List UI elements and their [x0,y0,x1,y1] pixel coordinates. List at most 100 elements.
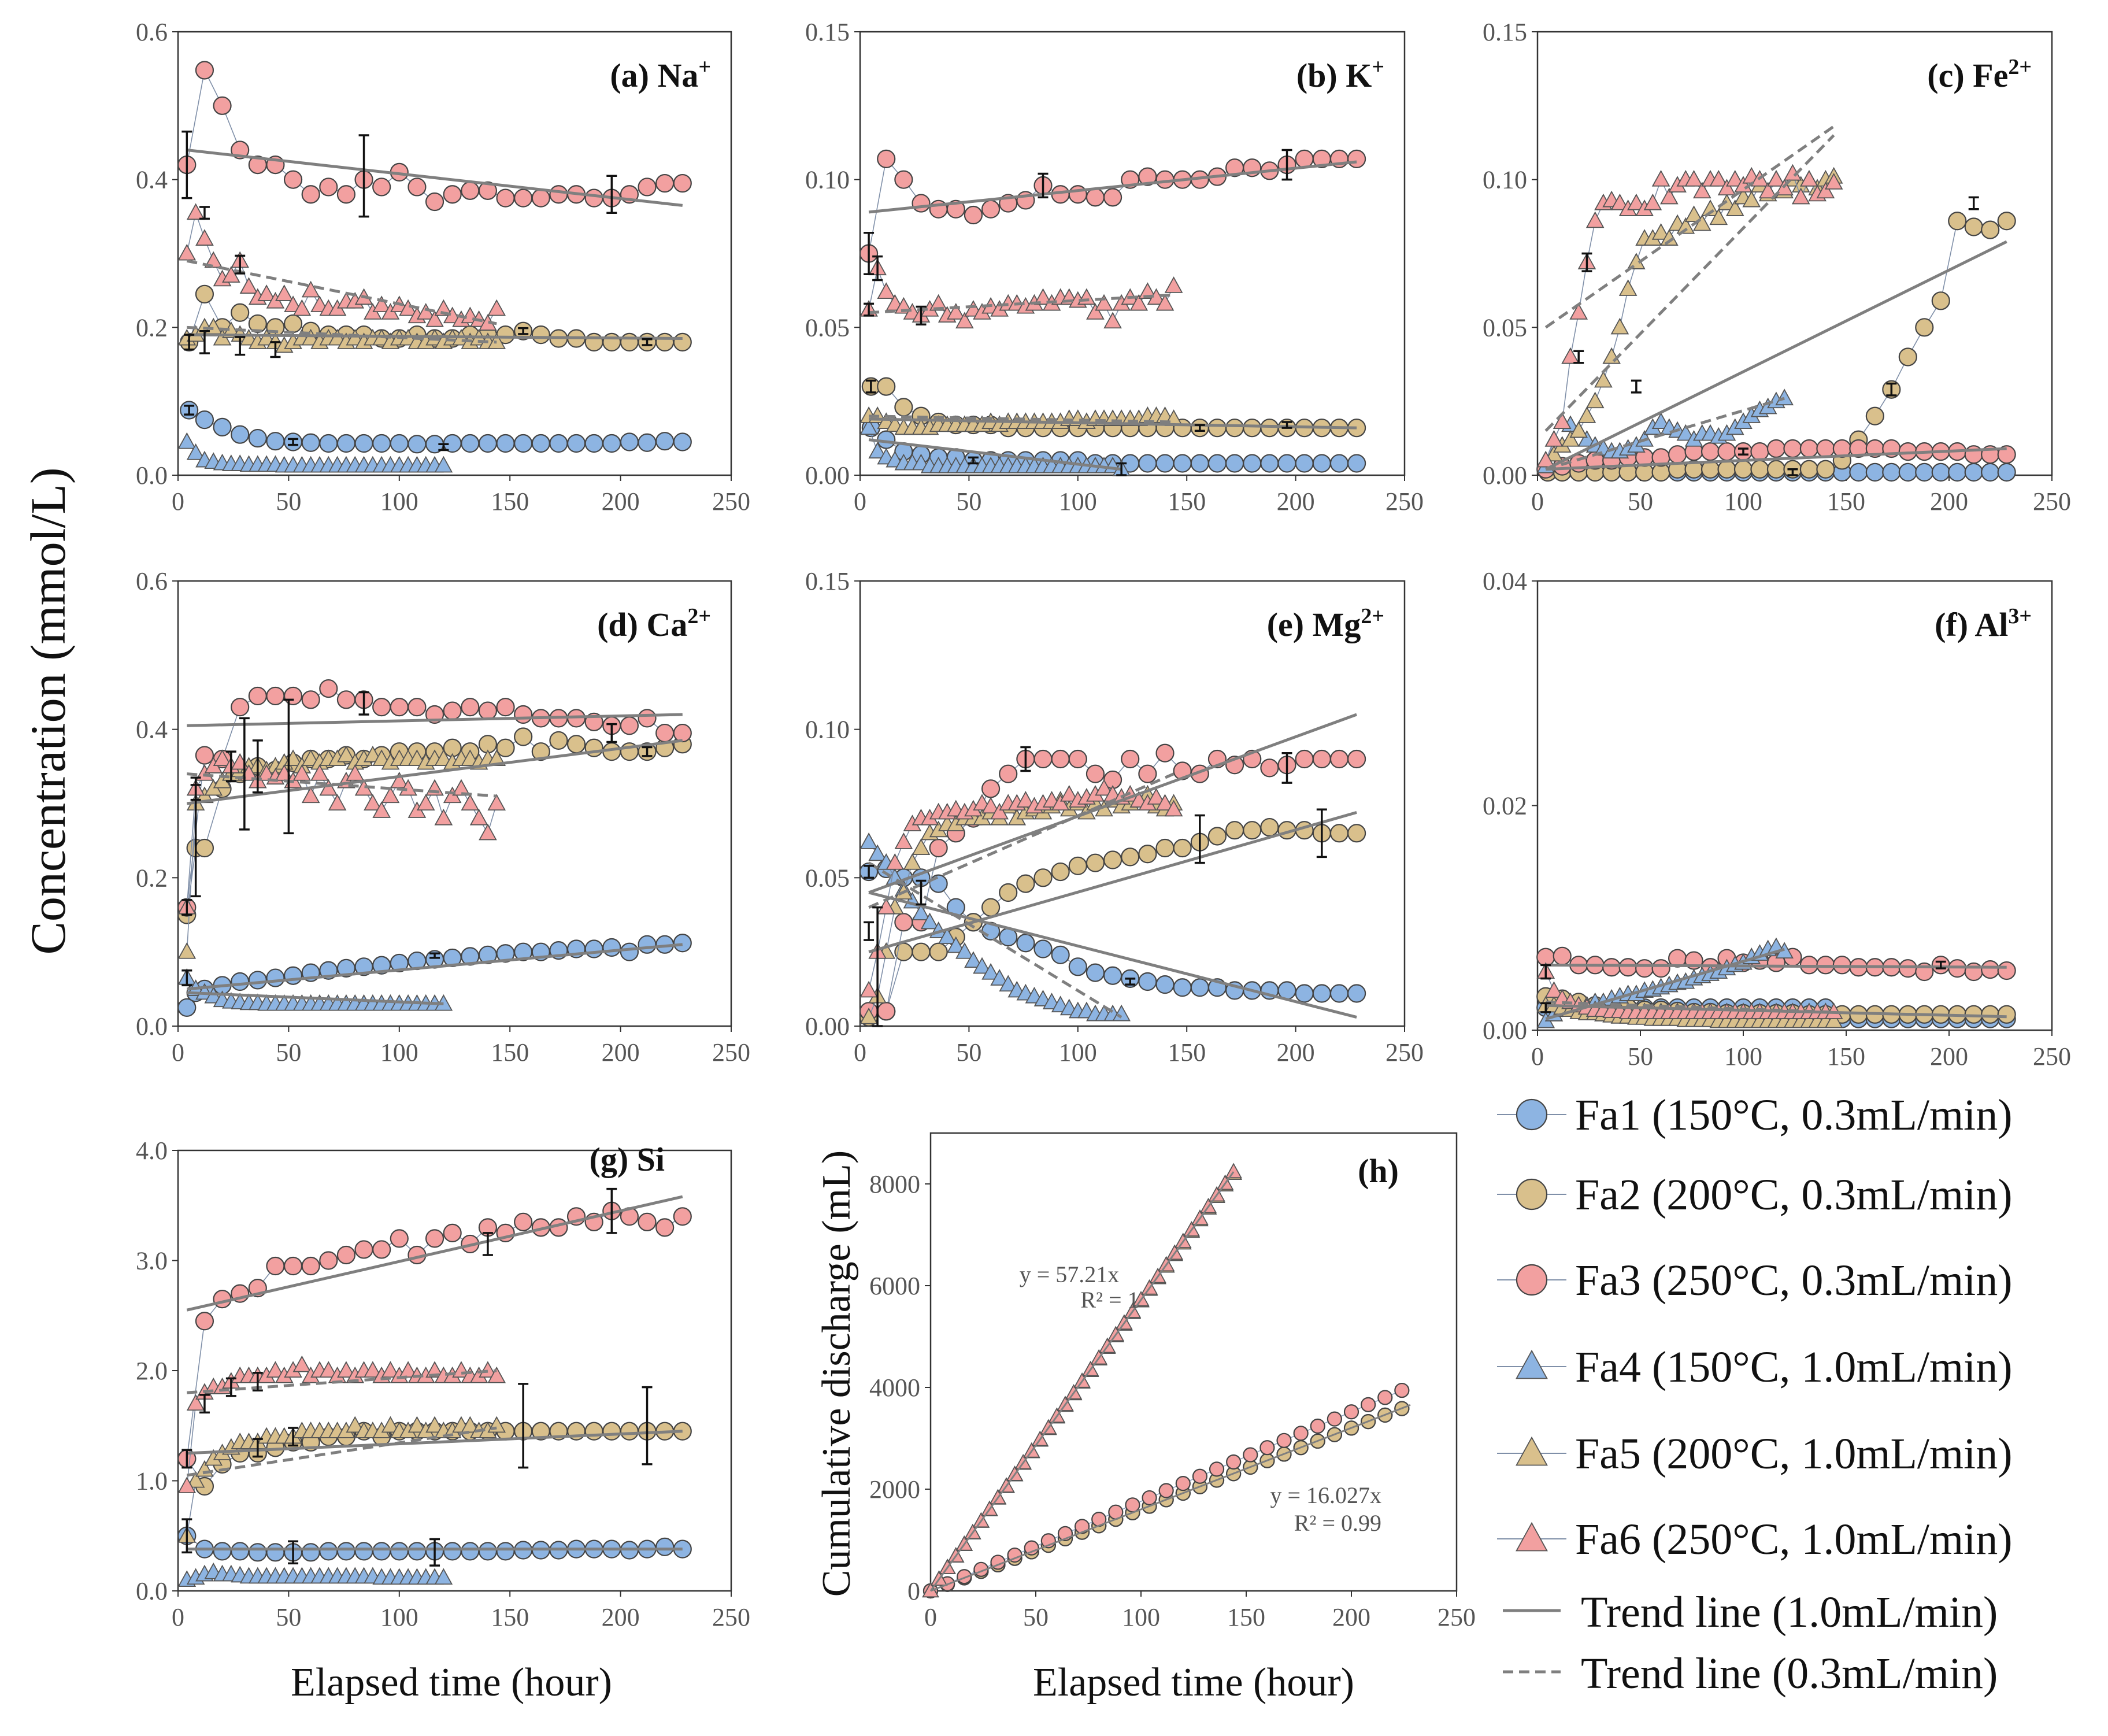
data-point [1816,182,1835,199]
data-point [929,294,948,311]
data-point [478,434,498,453]
data-point [1676,424,1695,441]
data-point [1033,939,1053,958]
data-point [1824,1011,1843,1028]
y-tick-label: 0.04 [1483,567,1527,595]
data-point [1016,791,1035,808]
data-point [425,1416,444,1433]
panel-e: 0 50 100 150 200 250 0.00 0.05 0.10 0.15 (e) Mg2+ [805,567,1424,1067]
data-point [859,418,878,435]
data-point [461,1416,480,1433]
x-tick-label: 250 [712,1038,750,1067]
y-tick-label: 0.10 [805,166,850,194]
x-tick-label: 0 [172,1038,184,1067]
data-point [248,971,267,990]
data-point [1016,874,1035,893]
data-point [981,779,1001,798]
data-point [877,282,896,299]
data-point [337,1361,355,1378]
data-point [673,332,692,352]
data-point [514,727,533,746]
data-point [1051,749,1070,769]
data-point [886,853,905,870]
data-point [1692,182,1711,199]
data-point [1577,430,1596,447]
data-point [239,277,258,294]
data-point [461,794,480,811]
data-point [929,942,948,961]
data-point [337,745,355,762]
data-point [1627,193,1646,210]
trend-line [187,333,683,340]
trend-line [186,259,497,325]
x-tick-label: 100 [1059,487,1097,516]
data-point [354,1542,373,1561]
data-point [452,779,470,796]
y-tick-label: 0.6 [136,567,168,595]
data-point [461,181,480,200]
data-point [1310,1418,1325,1434]
legend-label: Fa2 (200°C, 0.3mL/min) [1575,1171,2013,1219]
y-tick-label: 4000 [869,1374,920,1402]
data-point [346,1416,365,1433]
panel-title-e: (e) Mg2+ [1267,604,1384,643]
data-point [1276,1433,1292,1448]
error-bar [642,746,653,757]
x-tick-label: 0 [172,1603,184,1631]
data-point [1277,454,1296,473]
error-bar [252,739,263,794]
data-point [319,1542,338,1561]
error-bar [288,1427,299,1447]
x-axis-label-h: Elapsed time (hour) [1033,1660,1354,1705]
x-axis-label-g: Elapsed time (hour) [291,1660,612,1705]
error-bar [235,336,246,356]
data-point [999,764,1018,783]
data-point [1059,784,1079,802]
data-point [1824,173,1843,190]
y-tick-label: 0.00 [1483,461,1527,490]
trend-line [868,160,1357,214]
data-point [620,432,639,451]
plot-frame-a [177,31,732,476]
series-Fa5 [177,745,506,959]
data-point [514,705,533,724]
data-point [1561,347,1580,364]
data-point [319,177,338,197]
data-point [354,1240,373,1259]
data-point [1766,439,1786,458]
data-point [461,434,480,453]
data-point [231,303,250,322]
x-tick-label: 150 [491,487,529,516]
series-Fa4 [859,418,1131,476]
data-point [1112,1004,1131,1021]
error-bar [865,379,876,394]
error-bar [184,405,195,416]
data-point [1709,208,1728,225]
trend-line [868,438,1122,471]
panel-c: 0 50 100 150 200 250 0.00 0.05 0.10 0.15 (c) Fe2+ [1483,18,2071,516]
data-point [1347,749,1366,769]
data-point [1981,220,2000,239]
data-point [946,936,965,953]
data-point [1225,821,1244,840]
trend-line [187,1369,497,1394]
x-tick-label: 50 [1628,1042,1653,1071]
data-point [1312,454,1331,473]
data-point [479,1361,497,1378]
legend-item-trend_solid: Trend line (1.0mL/min) [1503,1588,1998,1637]
data-point [1312,749,1331,769]
data-point [407,1542,427,1561]
data-point [1192,1468,1208,1484]
data-point [1536,450,1555,468]
data-point [655,173,675,193]
y-tick-label: 0.15 [805,567,850,595]
y-tick-label: 4.0 [136,1137,168,1165]
trend-line [1546,447,2007,471]
y-tick-label: 0.4 [136,166,168,194]
error-bar [438,443,449,451]
data-point [257,284,276,301]
data-point [1660,187,1679,205]
x-tick-label: 0 [1531,487,1544,516]
y-tick-label: 0.2 [136,864,168,892]
